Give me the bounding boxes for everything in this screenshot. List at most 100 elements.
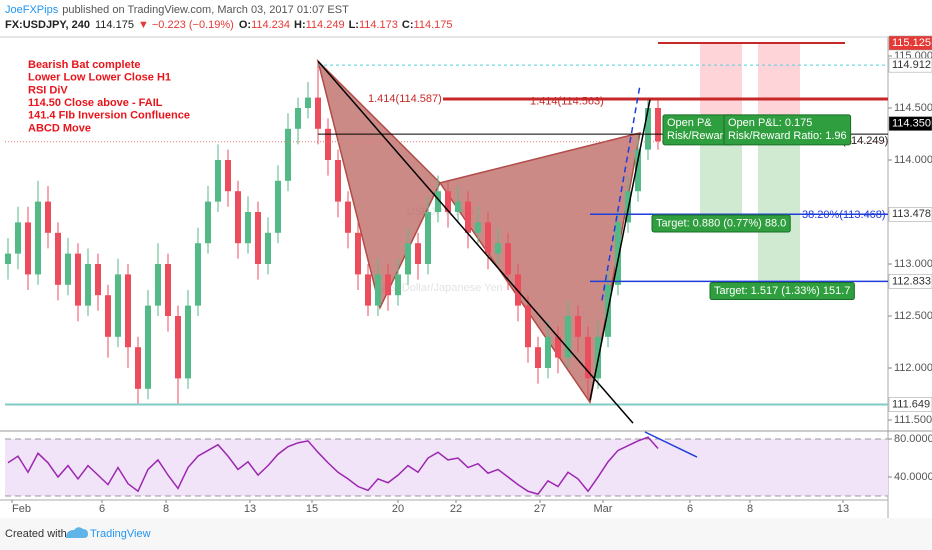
trend-line [644,431,698,458]
candle-body [285,128,291,181]
candle-body [375,274,381,306]
x-tick-label: 6 [99,503,105,515]
candle-body [455,201,461,213]
candle-body [585,336,591,379]
y-tick-label: 112.000 [894,362,932,374]
high-value: 114.249 [306,19,345,31]
candle-body [425,212,431,265]
rsi-band [5,439,888,497]
price-label-text: 111.649 [892,398,930,410]
candle-body [405,243,411,275]
analysis-note: Lower Low Lower Close H1 [28,72,171,84]
annotation-box [723,114,852,146]
annotation-text: Target: 0.880 (0.77%) 88.0 [656,217,786,229]
annotation-text: Target: 1.517 (1.33%) 151.7 [714,285,850,297]
candle-body [65,253,71,285]
candle-body [45,201,51,233]
annotation-text: (114.249) [842,135,888,147]
publish-line: JoeFXPips published on TradingView.com, M… [5,4,349,16]
analysis-note: Bearish Bat complete [28,59,140,71]
x-tick-label: Feb [12,503,31,515]
candle-body [385,274,391,296]
candle-body [235,191,241,244]
trend-line [317,60,634,424]
x-tick-label: 8 [747,503,753,515]
x-tick-label: 13 [244,503,256,515]
candle-body [575,316,581,337]
candle-body [345,201,351,233]
candle-body [315,97,321,129]
candle-body [525,305,531,348]
analysis-note: RSI DiV [28,84,68,96]
candle-body [555,336,561,358]
candle-body [465,201,471,233]
y-tick-label: 114.000 [894,154,932,166]
trend-line [601,84,641,301]
candle-body [275,180,281,233]
footer-bar [0,518,932,550]
y-tick-label: 113.000 [894,258,932,270]
candle-body [195,243,201,306]
candle-body [645,107,651,150]
annotation-text: 1.414(114.563) [530,95,604,107]
annotation-box [651,214,791,233]
candle-body [5,253,11,265]
y-tick-label: 114.500 [894,102,932,114]
candle-body [135,347,141,389]
price-label-text: 115.125 [892,37,931,49]
author[interactable]: JoeFXPips [5,4,59,16]
chart-layers: USDJPY, 240U.S. Dollar/Japanese YenBeari… [0,35,932,518]
candle-body [545,336,551,369]
x-tick-label: 6 [687,503,693,515]
candle-body [325,128,331,160]
close-value: 114.175 [414,19,453,31]
candle-body [245,212,251,244]
candle-body [85,264,91,306]
price-label [888,397,932,412]
price-label-text: 114.912 [892,59,931,71]
rsi-line [7,436,659,495]
open-label: O: [239,19,251,31]
price-label [888,274,932,289]
symbol-name: FX:USDJPY, 240 [5,19,90,31]
y-tick-label: 112.500 [894,310,932,322]
symbol-line: FX:USDJPY, 240 114.175 ▼ −0.223 (−0.19%) O:… [5,19,452,31]
open-value: 114.234 [251,19,290,31]
candle-body [435,191,441,213]
annotation-text: Risk/Reward [667,130,729,142]
candle-body [255,212,261,265]
candle-body [415,243,421,265]
target-zone [700,134,742,226]
annotation-text: 1.414(114.587) [368,93,442,105]
candle-body [445,191,451,213]
price-label [888,57,932,73]
analysis-note: 114.50 Close above - FAIL [28,97,163,109]
annotation-text: 38.20%(113.468) [802,209,886,221]
candle-body [15,222,21,254]
price-label-text: 112.833 [892,275,931,287]
candle-body [225,159,231,192]
annotation-text: Risk/Reward Ratio: 1.96 [728,130,847,142]
candle-body [535,347,541,369]
last-price: 114.175 [95,19,134,31]
analysis-note: 141.4 FIb Inversion Confluence [28,110,190,122]
candle-body [165,264,171,317]
candle-body [295,107,301,129]
candle-body [95,264,101,296]
candle-body [335,159,341,202]
candle-body [185,305,191,379]
candle-body [305,97,311,108]
candle-body [485,222,491,254]
high-label: H: [294,19,306,31]
candle-body [175,316,181,379]
tradingview-brand[interactable]: TradingView [90,528,151,540]
candle-body [635,149,641,192]
target-zone [758,141,800,282]
candle-body [565,316,571,358]
tradingview-logo [66,527,88,538]
annotation-text: Open P& [667,117,712,129]
candle-body [215,159,221,202]
candle-body [265,232,271,265]
x-tick-label: 22 [450,503,462,515]
